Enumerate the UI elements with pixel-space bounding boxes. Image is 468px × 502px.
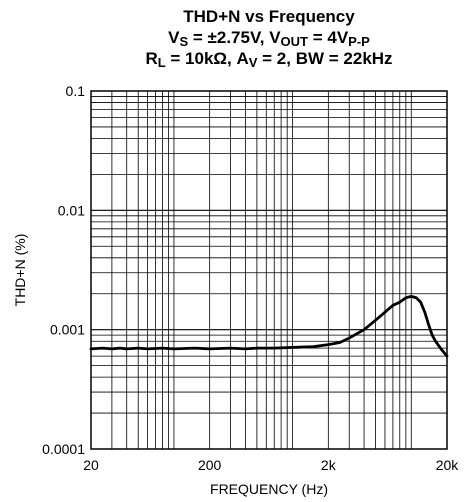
title-line: THD+N vs Frequency xyxy=(183,7,355,26)
x-axis-label: FREQUENCY (Hz) xyxy=(210,481,328,497)
title-line: RL = 10kΩ, AV = 2, BW = 22kHz xyxy=(145,49,392,70)
thdn-curve xyxy=(89,295,449,358)
plot-background xyxy=(91,91,447,449)
y-tick-label: 0.01 xyxy=(58,202,85,218)
x-tick-label: 20 xyxy=(83,457,99,473)
y-tick-label: 0.1 xyxy=(66,83,86,99)
y-tick-label: 0.0001 xyxy=(42,441,85,457)
x-tick-label: 200 xyxy=(198,457,222,473)
y-axis-label: THD+N (%) xyxy=(12,234,28,307)
title-line: VS = ±2.75V, VOUT = 4VP-P xyxy=(168,28,370,49)
plot-frame xyxy=(90,90,448,450)
chart-title: THD+N vs Frequency VS = ±2.75V, VOUT = 4V… xyxy=(145,7,392,70)
y-tick-labels: 0.0001 0.001 0.01 0.1 xyxy=(42,83,85,457)
x-tick-labels: 20 200 2k 20k xyxy=(83,457,459,473)
grid-lines xyxy=(91,91,447,449)
data-series xyxy=(89,295,449,358)
x-tick-label: 2k xyxy=(321,457,337,473)
y-tick-label: 0.001 xyxy=(50,322,85,338)
x-tick-label: 20k xyxy=(436,457,460,473)
